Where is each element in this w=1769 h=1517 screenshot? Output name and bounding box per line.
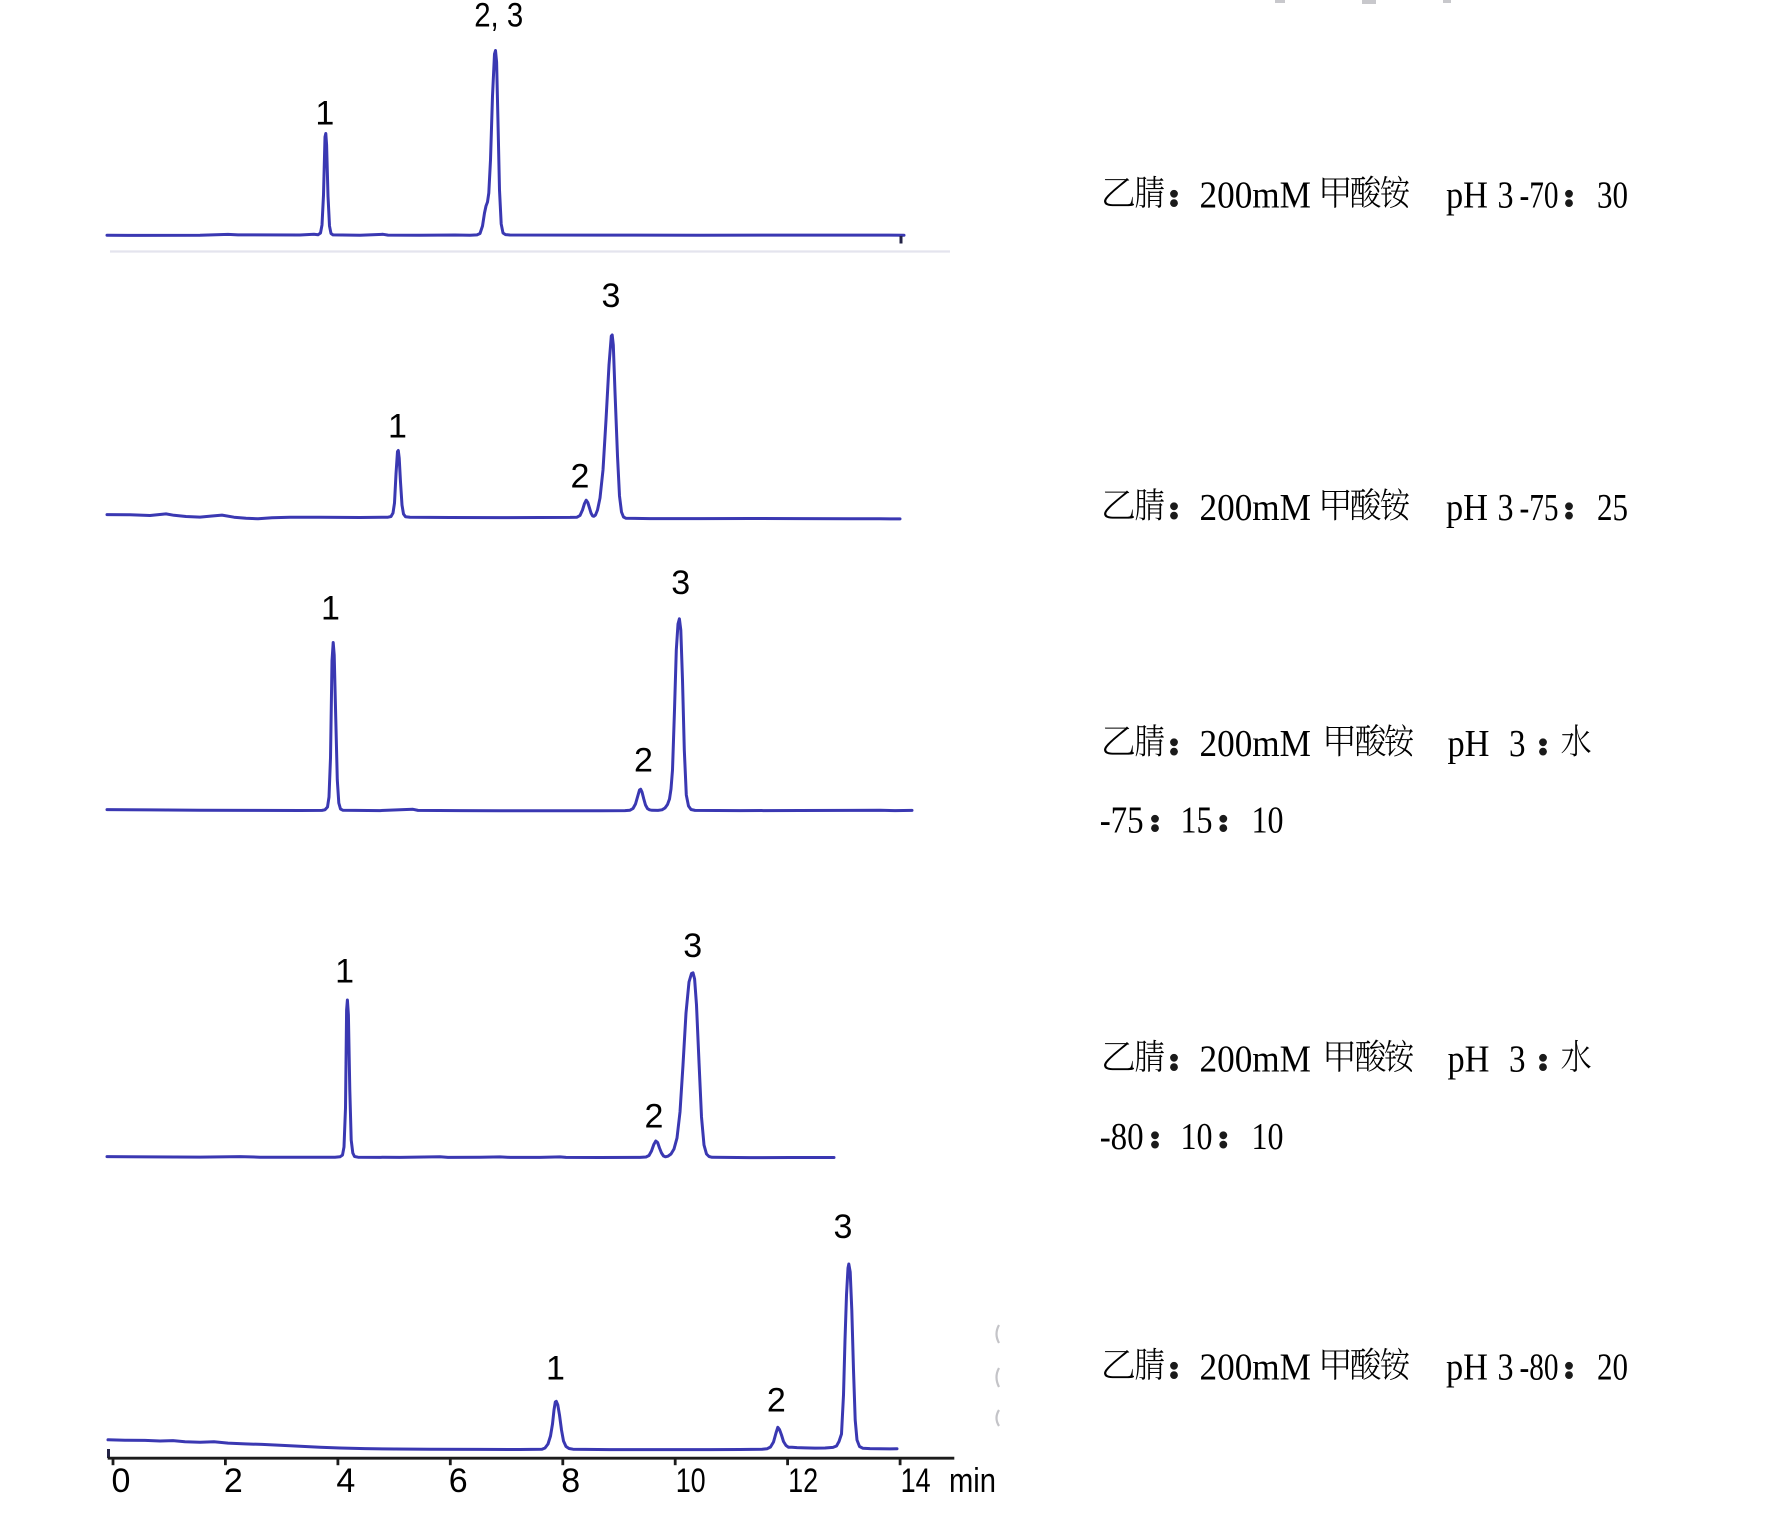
svg-text:3: 3 <box>1498 1347 1514 1389</box>
svg-text:min: min <box>949 1462 996 1500</box>
svg-text:2: 2 <box>645 1098 664 1136</box>
svg-text:1: 1 <box>335 953 354 991</box>
svg-text:200mM: 200mM <box>1200 1347 1312 1389</box>
svg-text:-70: -70 <box>1520 175 1559 217</box>
svg-text:8: 8 <box>561 1462 580 1500</box>
svg-text:pH: pH <box>1446 175 1488 217</box>
svg-text:30: 30 <box>1597 175 1628 217</box>
svg-text:2: 2 <box>571 458 590 496</box>
svg-text:4: 4 <box>336 1462 355 1500</box>
svg-text:25: 25 <box>1597 487 1628 529</box>
svg-text:1: 1 <box>388 408 407 446</box>
svg-text:10: 10 <box>1181 1116 1213 1158</box>
svg-text:pH: pH <box>1446 1347 1488 1389</box>
svg-text:12: 12 <box>788 1462 818 1500</box>
svg-text:3: 3 <box>602 277 621 315</box>
svg-text:14: 14 <box>901 1462 931 1500</box>
svg-text:1: 1 <box>321 590 340 628</box>
svg-text:-80: -80 <box>1100 1116 1144 1158</box>
svg-text:200mM: 200mM <box>1200 723 1312 765</box>
svg-text:-75: -75 <box>1520 487 1559 529</box>
svg-text:2: 2 <box>634 742 653 780</box>
svg-text:20: 20 <box>1597 1347 1628 1389</box>
svg-text:2, 3: 2, 3 <box>474 0 523 35</box>
svg-text:10: 10 <box>1252 800 1284 842</box>
svg-text:3: 3 <box>834 1208 853 1246</box>
svg-text:3: 3 <box>671 564 690 602</box>
svg-text:15: 15 <box>1181 800 1213 842</box>
svg-text:6: 6 <box>449 1462 468 1500</box>
svg-text:pH: pH <box>1448 1039 1490 1081</box>
svg-text:2: 2 <box>767 1382 786 1420</box>
svg-text:3: 3 <box>1509 723 1526 765</box>
svg-text:10: 10 <box>1252 1116 1284 1158</box>
svg-text:pH: pH <box>1446 487 1488 529</box>
svg-text:200mM: 200mM <box>1200 175 1312 217</box>
svg-text:0: 0 <box>112 1462 131 1500</box>
svg-text:10: 10 <box>676 1462 706 1500</box>
svg-text:3: 3 <box>1498 487 1514 529</box>
svg-text:3: 3 <box>1498 175 1514 217</box>
svg-text:3: 3 <box>683 927 702 965</box>
svg-text:200mM: 200mM <box>1200 1039 1312 1081</box>
svg-text:2: 2 <box>224 1462 243 1500</box>
svg-text:200mM: 200mM <box>1200 487 1312 529</box>
svg-text:pH: pH <box>1448 723 1490 765</box>
svg-text:1: 1 <box>315 95 334 133</box>
svg-text:3: 3 <box>1509 1039 1526 1081</box>
svg-text:1: 1 <box>546 1350 565 1388</box>
svg-text:-75: -75 <box>1100 800 1144 842</box>
svg-text:-80: -80 <box>1520 1347 1559 1389</box>
